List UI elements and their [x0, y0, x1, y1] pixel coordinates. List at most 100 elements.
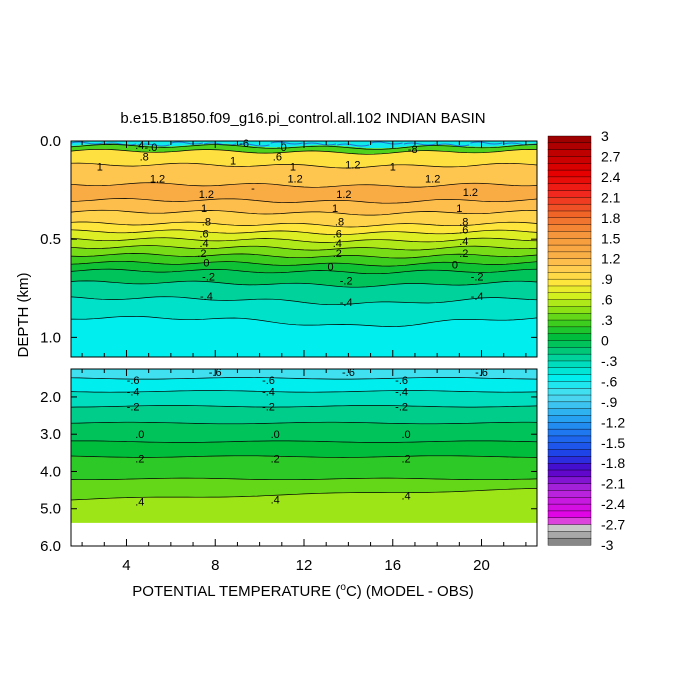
contour-label: -.2 [395, 401, 408, 413]
contour-label: -8 [408, 144, 418, 156]
lower-contours [70, 377, 538, 501]
upper-band [71, 222, 537, 235]
colorbar-box [547, 135, 592, 144]
colorbar-box [547, 463, 592, 471]
colorbar-box [547, 265, 592, 273]
colorbar-box [547, 428, 592, 437]
contour-label: -.2 [127, 401, 140, 413]
colorbar-box [547, 497, 592, 505]
upper-band [71, 229, 537, 243]
colorbar-boxes [547, 135, 592, 546]
surface-streak [337, 143, 370, 147]
upper-band [71, 182, 537, 204]
contour-label: -.2 [471, 272, 484, 284]
upper-panel: .4 -.0 -6 -0.6-8.81 1 1 1.2 11.2 1.2 1.2-1.2 1.2 1.… [40, 133, 538, 358]
upper-contour-line [70, 198, 538, 204]
surface-streak [270, 141, 303, 145]
colorbar-label: 1.5 [601, 230, 621, 246]
contour-label: .8 [459, 217, 468, 229]
upper-band [71, 237, 537, 251]
colorbar-box [547, 394, 592, 403]
colorbar-box [547, 469, 592, 478]
colorbar-box [547, 217, 592, 226]
lower-contour-line [70, 377, 538, 380]
contour-label: .0 [402, 429, 411, 441]
contour-label: 1 [456, 203, 462, 215]
chart-title: b.e15.B1850.f09_g16.pi_control.all.102 I… [120, 110, 485, 127]
lower-contour-line [70, 488, 538, 501]
contour-label: .8 [140, 152, 149, 164]
contour-label: .0 [271, 429, 280, 441]
colorbar-label: 3 [601, 128, 609, 144]
colorbar-box [547, 156, 592, 164]
contour-label: .6 [200, 228, 209, 240]
contour-label: -.2 [262, 401, 275, 413]
colorbar-label: 2.1 [601, 189, 621, 205]
colorbar-label: -2.7 [601, 517, 625, 533]
y-tick-label: 2.0 [40, 389, 61, 406]
x-tick-label: 16 [384, 557, 401, 574]
contour-label: .4 [200, 238, 209, 250]
lower-band [71, 390, 537, 408]
colorbar-box [547, 442, 592, 451]
colorbar-box [547, 244, 592, 253]
lower-bands [71, 369, 537, 523]
colorbar-box [547, 476, 592, 485]
colorbar-labels: 3 2.7 2.4 2.1 1.8 1.5 1.2 .9 .6 .3 0 -.3 -.6 -.9 -1.2 -… [601, 128, 625, 553]
contour-label: -6 [239, 138, 249, 150]
lower-contour-line [70, 477, 538, 481]
y-tick-label: 0.0 [40, 133, 61, 150]
contour-label: .6 [333, 228, 342, 240]
contour-label: .2 [271, 453, 280, 465]
surface-streak [370, 141, 403, 145]
upper-band [71, 245, 537, 258]
colorbar-box [547, 149, 592, 157]
colorbar-box [547, 285, 592, 294]
y-tick-label: 3.0 [40, 426, 61, 443]
colorbar-box [547, 415, 592, 423]
colorbar-label: -3 [601, 537, 614, 553]
upper-band [71, 296, 537, 327]
surface-streak [137, 143, 170, 147]
colorbar-label: -1.2 [601, 414, 625, 430]
contour-label: .4 [271, 494, 280, 506]
lower-contour-line [70, 455, 538, 458]
colorbar-box [547, 374, 592, 382]
upper-contour-line [70, 296, 538, 306]
contour-label: 1 [390, 162, 396, 174]
contour-label: -.4 [471, 291, 484, 303]
contour-label: -.6 [127, 375, 140, 387]
contour-label: -.0 [144, 142, 157, 154]
contour-label: .4 [135, 496, 144, 508]
upper-contour-line [70, 245, 538, 251]
contour-label: -.4 [127, 386, 140, 398]
colorbar-label: -1.5 [601, 435, 625, 451]
colorbar-label: 1.2 [601, 251, 621, 267]
colorbar-box [547, 169, 592, 178]
upper-contour-line [70, 315, 538, 327]
colorbar-box [547, 367, 592, 376]
contour-label: -.4 [262, 386, 275, 398]
colorbar-box [547, 456, 592, 464]
contour-label: .2 [197, 248, 206, 260]
y-tick-label: 5.0 [40, 501, 61, 518]
colorbar-box [547, 353, 592, 362]
upper-contour-line [70, 162, 538, 169]
colorbar-box [547, 408, 592, 416]
upper-contour-line [70, 237, 538, 243]
contour-label: .0 [135, 429, 144, 441]
colorbar-box [547, 258, 592, 267]
colorbar-box [547, 319, 592, 328]
colorbar-box [547, 278, 592, 287]
contour-label: .6 [459, 224, 468, 236]
colorbar-label: 2.7 [601, 148, 621, 164]
contour-label: - [251, 183, 255, 195]
contour-label: 1.2 [199, 189, 214, 201]
colorbar-label: -.3 [601, 353, 618, 369]
contour-label: 1.2 [345, 160, 360, 172]
contour-label: -.4 [395, 386, 408, 398]
contour-label: .4 [402, 491, 411, 503]
colorbar-label: 1.8 [601, 210, 621, 226]
colorbar-box [547, 537, 592, 546]
contour-label: .8 [335, 217, 344, 229]
